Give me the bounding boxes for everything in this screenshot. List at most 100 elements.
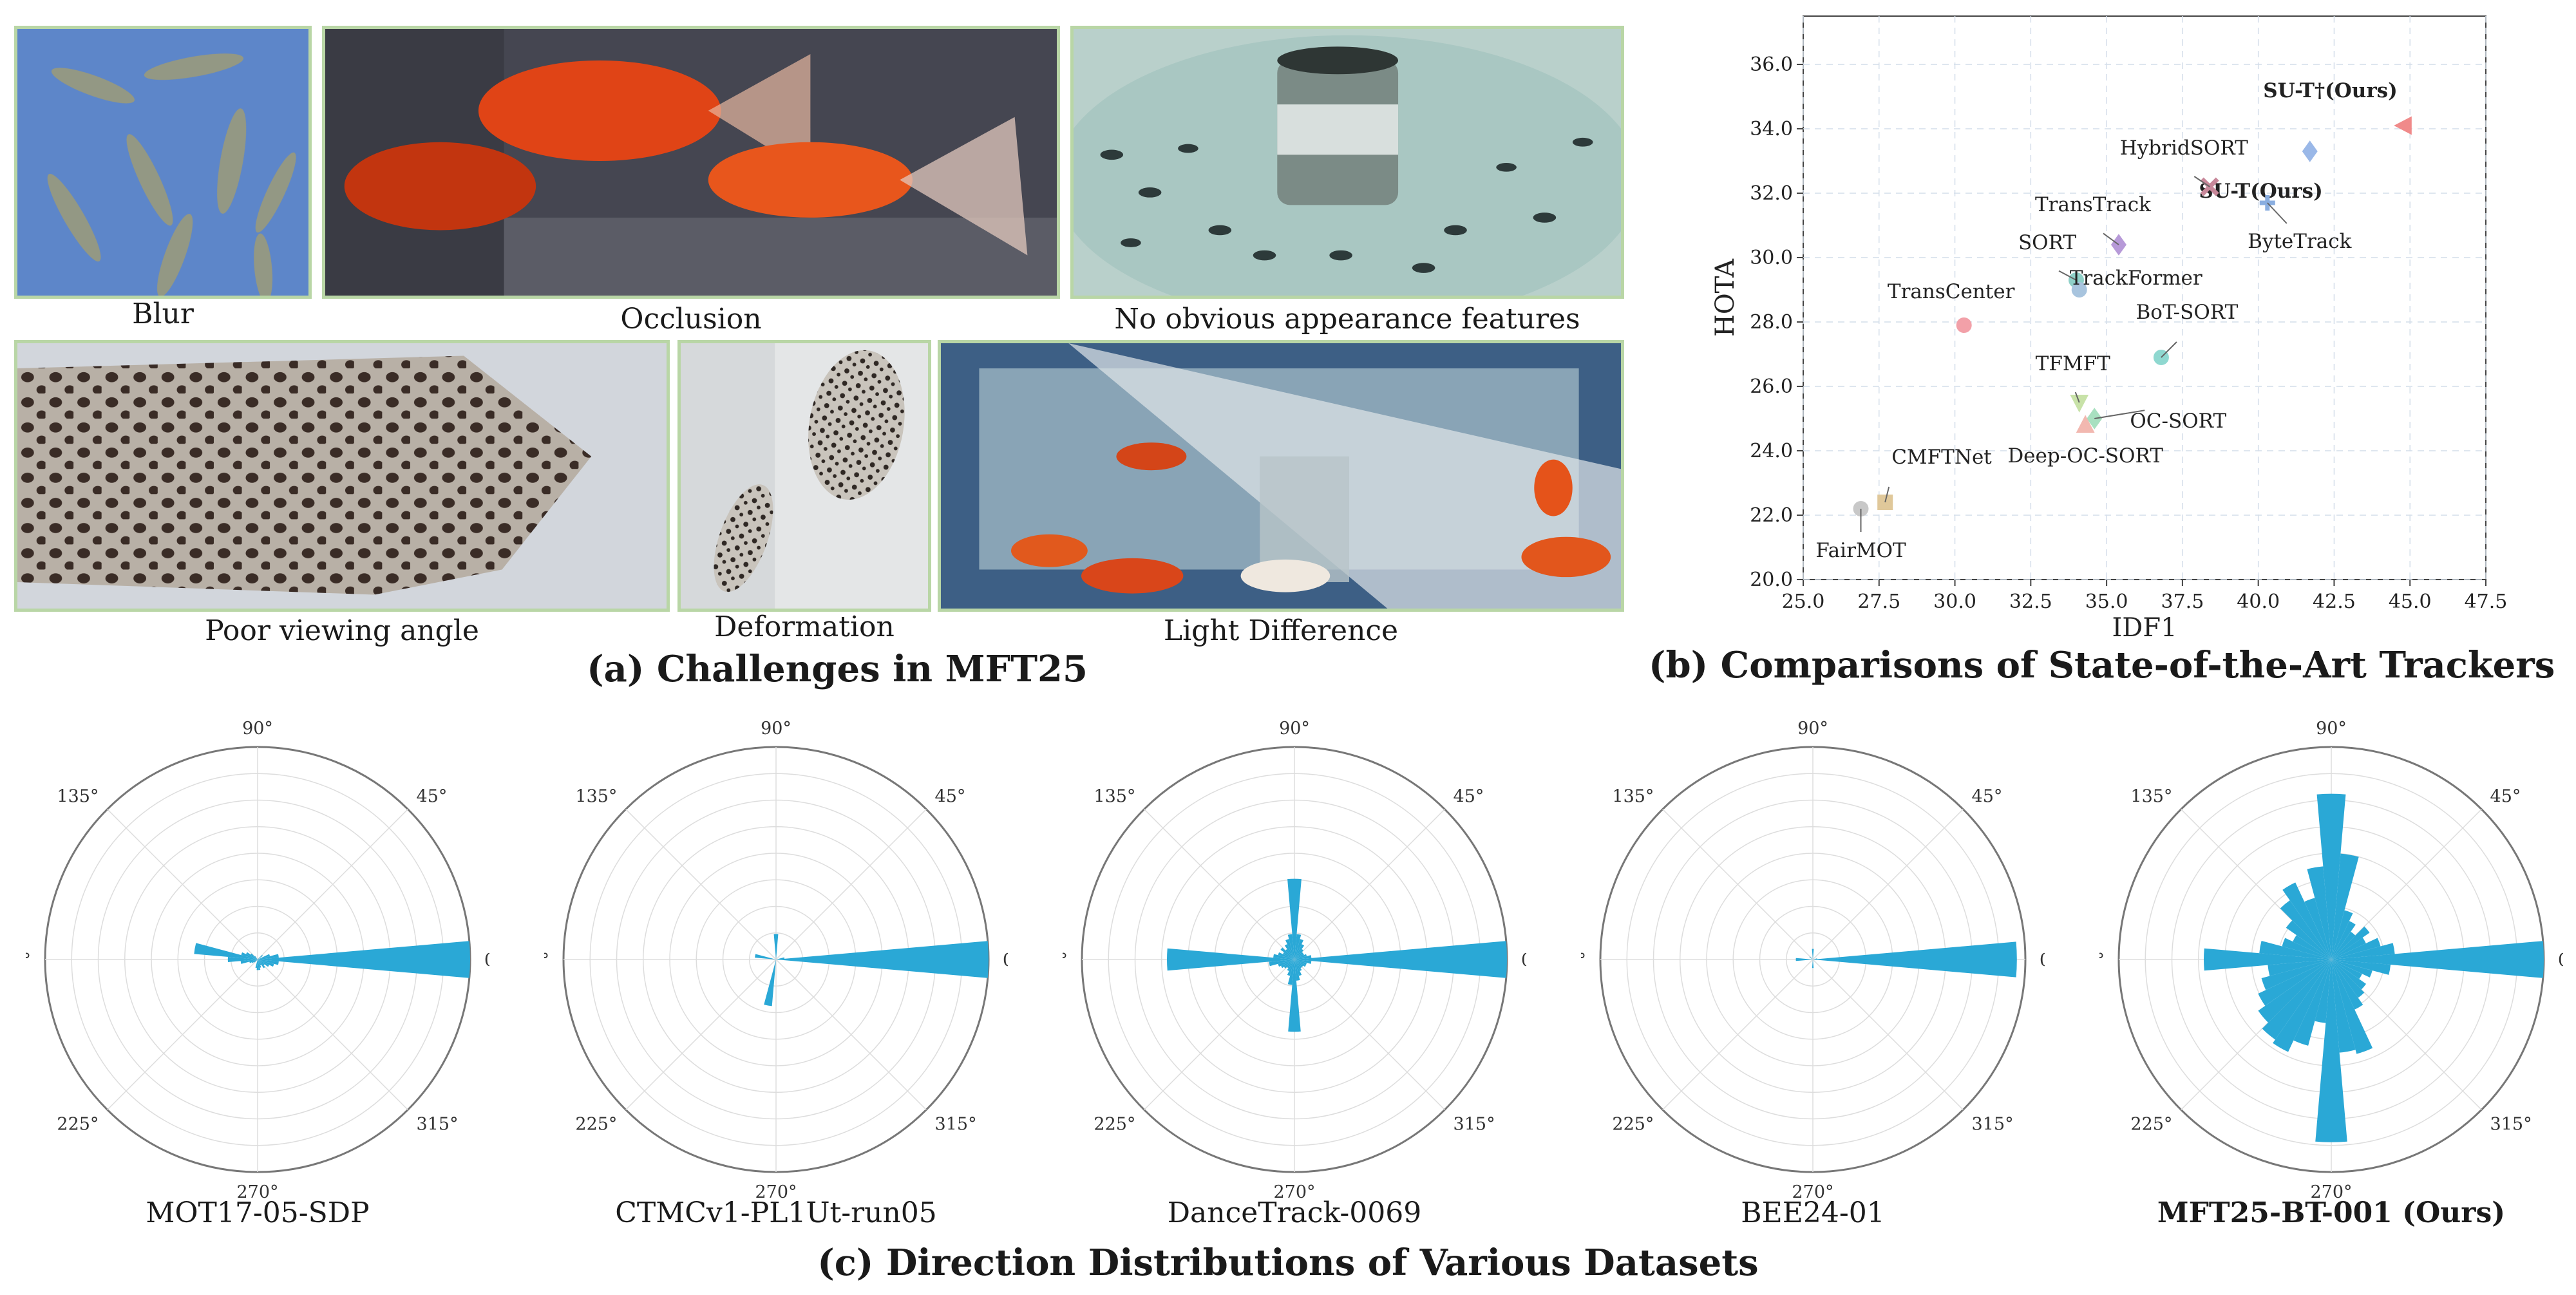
y-tick-label: 30.0 xyxy=(1750,247,1793,269)
polar-bar-40deg xyxy=(1294,952,1303,959)
polar-spoke xyxy=(1662,959,1814,1110)
polar-bar-200deg xyxy=(2261,959,2331,990)
x-tick-label: 42.5 xyxy=(2313,591,2356,613)
polar-bar-100deg xyxy=(2307,866,2331,959)
polar-angle-label: 45° xyxy=(1454,786,1484,806)
point-label-fairmot: FairMOT xyxy=(1815,539,1906,562)
point-label-hybridsort: HybridSORT xyxy=(2120,137,2248,160)
polar-bar-270deg xyxy=(2315,959,2347,1142)
polar-bar-20deg xyxy=(258,954,270,959)
polar-bar-200deg xyxy=(249,959,258,963)
polar-bar-30deg xyxy=(1294,953,1304,959)
polar-bar-120deg xyxy=(2282,882,2331,959)
y-tick-label: 26.0 xyxy=(1750,375,1793,398)
polar-bar-0deg xyxy=(258,941,470,978)
polar-bar-150deg xyxy=(246,952,258,959)
polar-spoke xyxy=(775,959,927,1110)
polar-angle-label: 0° xyxy=(1521,950,1526,970)
polar-angle-label: 270° xyxy=(1792,1182,1833,1202)
polar-bar-90deg xyxy=(2316,793,2346,959)
polar-bar-290deg xyxy=(258,959,261,968)
polar-bar-110deg xyxy=(2304,898,2331,959)
point-su-t-ours xyxy=(2394,116,2412,135)
panel-a-title: (a) Challenges in MFT25 xyxy=(587,648,1088,690)
polar-chart-bee24: 0° 45° 90° 135° 180° 225° 270° 315° xyxy=(1581,719,2045,1202)
polar-bar-350deg xyxy=(1294,959,1312,964)
polar-angle-label: 270° xyxy=(755,1182,797,1202)
polar-bar-230deg xyxy=(2262,959,2331,1040)
polar-angle-label: 315° xyxy=(2490,1115,2532,1135)
polar-spoke xyxy=(107,809,258,960)
polar-angle-label: 180° xyxy=(26,950,31,970)
polar-angle-label: 315° xyxy=(935,1115,977,1135)
polar-bar-160deg xyxy=(1278,952,1294,959)
x-tick-label: 27.5 xyxy=(1857,591,1900,613)
polar-bar-40deg xyxy=(2331,926,2370,959)
polar-bar-90deg xyxy=(1287,878,1302,959)
polar-angle-label: 90° xyxy=(1797,719,1828,739)
polar-bar-220deg xyxy=(1283,959,1294,969)
leader-line xyxy=(1884,486,1890,503)
tracker-scatter-chart: 25.0 27.5 30.0 32.5 35.0 37.5 40.0 42.5 45.0 47.5… xyxy=(1710,15,2507,643)
y-axis-label: HOTA xyxy=(1710,258,1740,337)
polar-angle-label: 90° xyxy=(761,719,791,739)
polar-bar-170deg xyxy=(755,954,776,959)
polar-bar-150deg xyxy=(1283,952,1294,959)
polar-chart-mft25: 0° 45° 90° 135° 180° 225° 270° 315° xyxy=(2099,719,2563,1202)
y-tick-label: 24.0 xyxy=(1750,440,1793,462)
polar-bar-230deg xyxy=(1287,959,1294,969)
polar-bar-210deg xyxy=(2258,959,2331,1006)
point-label-deep-oc-sort: Deep-OC-SORT xyxy=(2007,444,2163,468)
x-tick-label: 35.0 xyxy=(2085,591,2128,613)
point-label-cmftnet: CMFTNet xyxy=(1891,446,1992,469)
polar-caption-mft25: MFT25-BT-001 (Ours) xyxy=(2157,1196,2506,1229)
polar-angle-label: 90° xyxy=(2316,719,2347,739)
polar-bar-190deg xyxy=(240,959,258,964)
polar-spoke xyxy=(1812,809,1964,960)
polar-angle-label: 0° xyxy=(2040,950,2045,970)
x-tick-label: 37.5 xyxy=(2161,591,2204,613)
point-label-transtrack: TransTrack xyxy=(2035,193,2151,216)
polar-spoke xyxy=(257,809,408,960)
polar-spoke xyxy=(1294,959,1445,1110)
polar-bar-270deg xyxy=(1288,959,1301,1032)
y-tick-label: 32.0 xyxy=(1750,182,1793,205)
polar-spoke xyxy=(625,959,777,1110)
caption-occlusion: Occlusion xyxy=(620,303,762,336)
polar-bar-60deg xyxy=(1294,944,1305,959)
caption-poor-angle: Poor viewing angle xyxy=(205,614,479,647)
polar-bar-310deg xyxy=(2331,959,2365,998)
polar-angle-label: 180° xyxy=(1581,950,1586,970)
polar-bar-50deg xyxy=(2331,931,2356,959)
polar-bar-260deg xyxy=(1287,959,1294,985)
polar-spoke xyxy=(625,809,777,960)
polar-bar-300deg xyxy=(2331,959,2363,1010)
photo-deformation xyxy=(677,340,931,612)
polar-bar-180deg xyxy=(1795,958,1813,961)
polar-bar-320deg xyxy=(1294,959,1303,967)
point-label-su-t-ours: SU-T†(Ours) xyxy=(2263,79,2398,102)
polar-bar-30deg xyxy=(2331,937,2366,959)
polar-angle-label: 315° xyxy=(1972,1115,2014,1135)
polar-angle-label: 135° xyxy=(2130,786,2172,806)
polar-bar-150deg xyxy=(2293,935,2331,959)
polar-bar-240deg xyxy=(2273,959,2331,1052)
polar-angle-label: 90° xyxy=(1279,719,1310,739)
polar-angle-label: 45° xyxy=(935,786,966,806)
polar-bar-140deg xyxy=(1809,956,1813,959)
polar-bar-100deg xyxy=(1287,934,1294,959)
polar-bar-320deg xyxy=(258,959,265,966)
polar-bar-220deg xyxy=(254,959,258,963)
point-oc-sort xyxy=(2087,408,2103,430)
polar-angle-label: 0° xyxy=(484,950,489,970)
x-tick-label: 32.5 xyxy=(2009,591,2052,613)
point-label-transcenter: TransCenter xyxy=(1888,280,2015,303)
x-tick-label: 40.0 xyxy=(2237,591,2280,613)
polar-bar-290deg xyxy=(2331,959,2373,1054)
polar-bar-80deg xyxy=(1294,934,1302,959)
polar-bar-340deg xyxy=(258,959,274,967)
polar-bar-170deg xyxy=(2259,940,2331,959)
polar-bar-10deg xyxy=(1813,958,1817,959)
polar-bar-50deg xyxy=(1294,949,1304,959)
photo-poor-angle xyxy=(14,340,670,612)
